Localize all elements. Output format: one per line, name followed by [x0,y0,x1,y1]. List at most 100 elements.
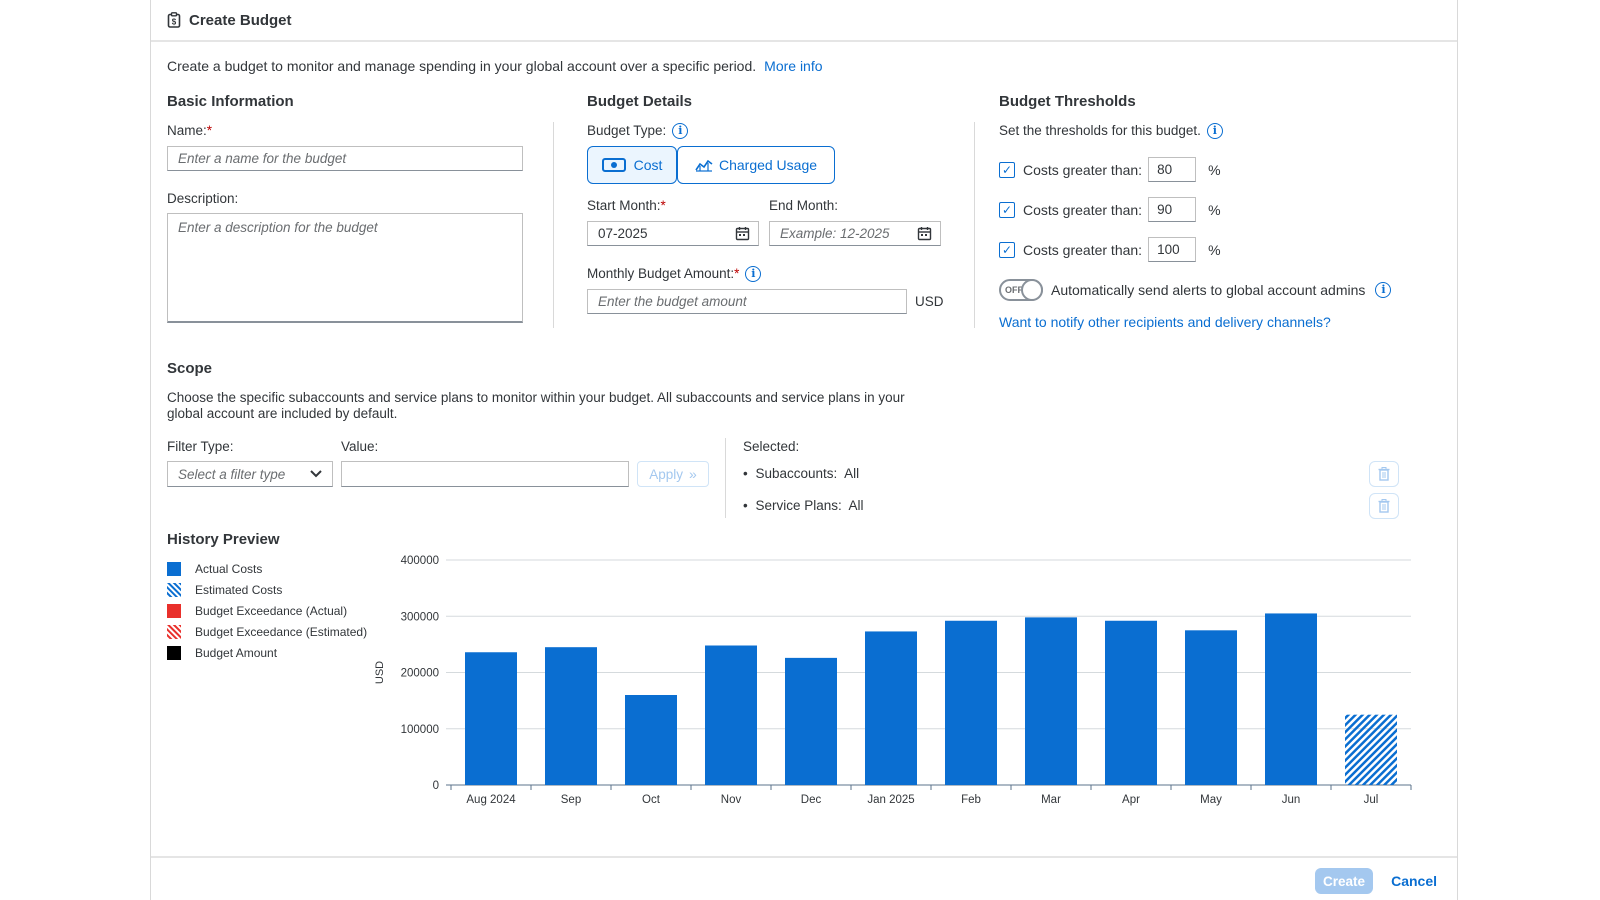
threshold-value-input[interactable]: 90 [1148,197,1197,222]
create-budget-dialog: $ Create Budget Create a budget to monit… [150,0,1458,900]
info-icon[interactable]: i [672,123,689,140]
thresholds-subtitle: Set the thresholds for this budget. i [999,123,1223,140]
budget-details-title: Budget Details [587,93,693,110]
name-label: Name:* [167,123,213,138]
x-tick-label: Feb [961,794,981,806]
bar-actual-cost[interactable] [465,652,517,785]
bar-actual-cost[interactable] [785,657,837,785]
threshold-unit: % [1208,161,1221,178]
threshold-checkbox[interactable]: ✓ [999,201,1015,218]
dialog-footer: Create Cancel [151,856,1457,900]
bar-estimated-cost[interactable] [1345,714,1397,785]
threshold-label: Costs greater than: [1023,201,1143,218]
start-month-input[interactable]: 07-2025 [587,221,759,246]
legend-estimated-costs: Estimated Costs [167,583,282,597]
more-info-link[interactable]: More info [764,58,823,74]
bar-actual-cost[interactable] [945,620,997,785]
y-tick-label: 300000 [401,611,439,623]
money-icon [601,158,626,172]
intro-text: Create a budget to monitor and manage sp… [167,58,757,74]
calendar-icon[interactable] [917,226,932,241]
double-chevron-right-icon: » [688,466,697,482]
delete-service-plans-button[interactable] [1369,493,1399,519]
x-tick-label: Apr [1122,794,1140,806]
bar-actual-cost[interactable] [1105,620,1157,785]
filter-type-select[interactable]: Select a filter type [167,461,333,487]
trash-icon [1378,467,1390,481]
divider-left [553,122,554,328]
budget-amount-input[interactable]: Enter the budget amount [587,289,907,314]
threshold-row: ✓ Costs greater than: 100 % [999,237,1221,262]
dialog-header: $ Create Budget [151,0,1457,42]
monthly-amount-label: Monthly Budget Amount:* i [587,266,762,283]
dialog-title: Create Budget [189,11,292,29]
basic-info-title: Basic Information [167,93,294,110]
create-button[interactable]: Create [1315,868,1373,894]
info-icon[interactable]: i [745,266,762,283]
threshold-label: Costs greater than: [1023,241,1143,258]
legend-budget-exceedance-actual: Budget Exceedance (Actual) [167,604,347,618]
bar-actual-cost[interactable] [865,631,917,785]
legend-swatch [167,625,181,639]
y-tick-label: 100000 [401,724,439,736]
history-preview-title: History Preview [167,531,280,548]
budget-type-charged-usage-button[interactable]: Charged Usage [677,146,835,184]
legend-swatch [167,562,181,576]
description-label: Description: [167,191,239,206]
auto-alert-toggle[interactable]: OFF [999,279,1043,301]
threshold-value-input[interactable]: 80 [1148,157,1197,182]
svg-text:$: $ [172,18,177,27]
legend-budget-exceedance-estimated: Budget Exceedance (Estimated) [167,625,367,639]
x-tick-label: Oct [642,794,661,806]
x-tick-label: Nov [721,794,742,806]
threshold-checkbox[interactable]: ✓ [999,161,1015,178]
x-tick-label: Dec [801,794,822,806]
filter-type-label: Filter Type: [167,439,234,454]
filter-value-input[interactable] [341,461,629,487]
cancel-button[interactable]: Cancel [1391,873,1437,889]
bar-actual-cost[interactable] [1025,617,1077,785]
y-tick-label: 0 [433,780,439,792]
selected-label: Selected: [743,439,800,454]
selected-service-plans: • Service Plans: All [743,498,864,513]
bar-actual-cost[interactable] [625,695,677,785]
threshold-checkbox[interactable]: ✓ [999,241,1015,258]
x-tick-label: Jun [1282,794,1301,806]
start-month-label: Start Month:* [587,198,666,213]
info-icon[interactable]: i [1206,123,1223,140]
legend-swatch [167,583,181,597]
threshold-row: ✓ Costs greater than: 90 % [999,197,1221,222]
auto-alert-row: OFF Automatically send alerts to global … [999,279,1392,301]
x-tick-label: Sep [561,794,581,806]
value-label: Value: [341,439,379,454]
name-input[interactable]: Enter a name for the budget [167,146,523,171]
legend-budget-amount: Budget Amount [167,646,277,660]
description-textarea[interactable]: Enter a description for the budget [167,213,523,323]
notify-recipients-link[interactable]: Want to notify other recipients and deli… [999,314,1331,330]
x-tick-label: Jul [1364,794,1379,806]
history-bar-chart: 0 100000 200000 300000 400000 USD Aug 2024 Sep O… [374,555,1412,806]
info-icon[interactable]: i [1375,282,1392,298]
threshold-value-input[interactable]: 100 [1148,237,1197,262]
bar-actual-cost[interactable] [1185,630,1237,785]
threshold-row: ✓ Costs greater than: 80 % [999,157,1221,182]
budget-type-cost-button[interactable]: Cost [587,146,677,184]
usage-chart-icon [695,159,713,172]
scope-title: Scope [167,360,213,377]
y-tick-label: 400000 [401,555,439,567]
currency-label: USD [915,294,944,309]
calendar-icon[interactable] [735,226,750,241]
apply-button[interactable]: Apply » [637,461,709,487]
bar-actual-cost[interactable] [705,645,757,786]
dialog-intro: Create a budget to monitor and manage sp… [167,58,823,74]
x-tick-label: Jan 2025 [867,794,914,806]
end-month-input[interactable]: Example: 12-2025 [769,221,941,246]
budget-thresholds-title: Budget Thresholds [999,93,1136,110]
y-axis-label: USD [374,661,386,684]
selected-subaccounts: • Subaccounts: All [743,466,860,481]
delete-subaccounts-button[interactable] [1369,461,1399,487]
threshold-unit: % [1208,201,1221,218]
budget-type-label: Budget Type: i [587,123,689,140]
bar-actual-cost[interactable] [545,647,597,785]
bar-actual-cost[interactable] [1265,613,1317,785]
